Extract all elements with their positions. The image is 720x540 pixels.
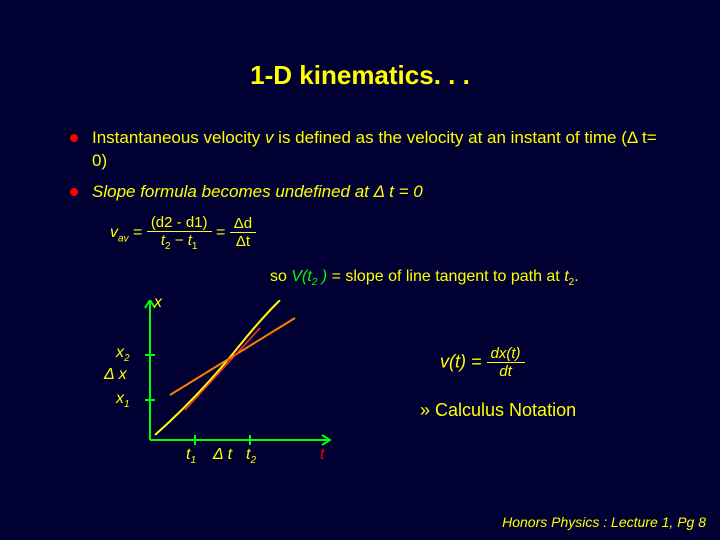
calculus-notation-label: » Calculus Notation (420, 400, 576, 421)
bullet-2: Slope formula becomes undefined at Δ t =… (70, 181, 670, 204)
slide-footer: Honors Physics : Lecture 1, Pg 8 (502, 514, 706, 530)
vt-num: dx(t) (487, 345, 525, 363)
t1s: 1 (190, 455, 196, 466)
tan-v: V(t (291, 268, 311, 285)
x2l: x (116, 344, 124, 361)
x1s: 1 (124, 399, 130, 410)
vavg-frac1: (d2 - d1) t2 − t1 (147, 214, 212, 252)
vt-formula: v(t) = dx(t) dt (440, 345, 525, 380)
vt-den: dt (487, 363, 525, 380)
vavg-lhs: v (110, 224, 118, 241)
vavg-lhs-sub: av (118, 233, 129, 244)
vavg-formula: vav = (d2 - d1) t2 − t1 = Δd Δt (110, 214, 670, 264)
tangent-line-graphic (170, 318, 295, 395)
vt-frac: dx(t) dt (487, 345, 525, 380)
den1bs: 1 (192, 241, 198, 252)
bullet-1-text-a: Instantaneous velocity (92, 128, 265, 147)
vavg-eq2: = (216, 224, 225, 241)
bullet-1: Instantaneous velocity v is defined as t… (70, 127, 670, 173)
vavg-den1: t2 − t1 (147, 232, 212, 252)
slide-title: 1-D kinematics. . . (50, 60, 670, 91)
x1-label: x1 (116, 390, 130, 410)
vavg-den2: Δt (230, 233, 256, 250)
tangent-statement: so V(t2 ) = slope of line tangent to pat… (270, 268, 670, 288)
tan-p1: so (270, 268, 291, 285)
vavg-frac2: Δd Δt (230, 215, 256, 250)
vavg-num2: Δd (230, 215, 256, 233)
vt-lhs: v(t) = (440, 351, 487, 371)
t2s: 2 (250, 455, 256, 466)
x-axis-top-label: x (154, 294, 162, 312)
slide-container: 1-D kinematics. . . Instantaneous veloci… (0, 0, 720, 540)
tan-v2: ) (317, 268, 331, 285)
t2-label: t2 (246, 446, 256, 466)
graph: x x2 Δ x x1 t1 Δ t t2 t (120, 300, 340, 470)
curve (155, 300, 280, 435)
x1l: x (116, 390, 124, 407)
chord-line (185, 328, 260, 410)
graph-svg (120, 300, 340, 470)
vavg-num1: (d2 - d1) (147, 214, 212, 232)
x2-label: x2 (116, 344, 130, 364)
bullet-list: Instantaneous velocity v is defined as t… (70, 127, 670, 204)
t-axis-label: t (320, 446, 324, 464)
vavg-eq1: = (133, 224, 142, 241)
tan-p2: = slope of line tangent to path at (332, 268, 565, 285)
x2s: 2 (124, 353, 130, 364)
den1m: − (171, 232, 188, 249)
tan-dot: . (574, 268, 578, 285)
dx-label: Δ x (104, 366, 127, 384)
t1-label: t1 (186, 446, 196, 466)
dt-label: Δ t (213, 446, 232, 464)
